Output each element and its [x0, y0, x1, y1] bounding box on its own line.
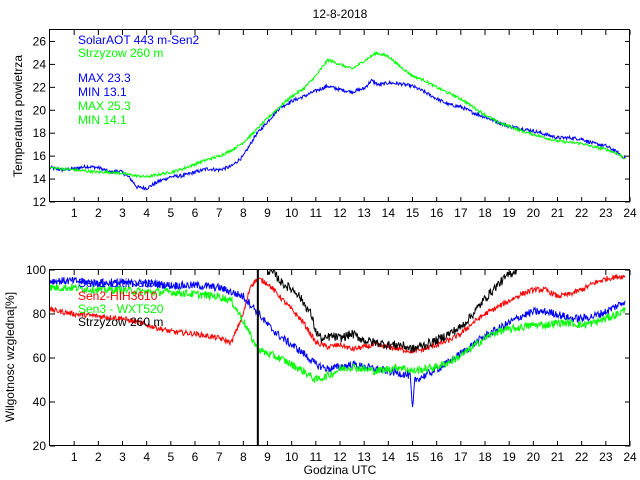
x-tick-label: 20 [527, 206, 541, 220]
temperature-series [50, 50, 626, 192]
x-tick-label: 8 [240, 450, 247, 464]
legend-entry-min-strzyzow: MIN 14.1 [78, 113, 127, 127]
x-tick-label: 23 [599, 206, 613, 220]
series-line [267, 270, 517, 353]
y-tick-label: 80 [33, 307, 47, 321]
x-tick-label: 23 [599, 450, 613, 464]
x-tick-label: 2 [95, 450, 102, 464]
x-tick-label: 19 [502, 450, 516, 464]
humidity-x-label: Godzina UTC [304, 463, 377, 477]
temperature-y-label: Temperatura powietrza [11, 55, 25, 177]
x-tick-label: 4 [143, 206, 150, 220]
temperature-x-axis: 1 2 3 4 5 6 7 8 9 10 11 12 13 14 15 16 17 18 19 20 21 22 23 24 [71, 30, 637, 220]
y-tick-label: 60 [33, 351, 47, 365]
x-tick-label: 9 [264, 450, 271, 464]
x-tick-label: 19 [502, 206, 516, 220]
legend-entry-max-strzyzow: MAX 25.3 [78, 99, 131, 113]
temperature-chart: 1 2 3 4 5 6 7 8 9 10 11 12 13 14 15 16 17 18 19 20 21 22 23 24 … [11, 29, 637, 220]
y-tick-label: 12 [33, 195, 47, 209]
y-tick-label: 40 [33, 395, 47, 409]
x-tick-label: 3 [119, 206, 126, 220]
x-tick-label: 16 [430, 206, 444, 220]
legend-entry-sen3: Sen3 - WXT520 [78, 302, 164, 316]
legend-entry-strzyzow: Strzyzow 260 m [78, 46, 163, 60]
legend-entry-min-sen2: MIN 13.1 [78, 85, 127, 99]
legend-entry-sen1: Sen1-Ultimeter [78, 276, 158, 290]
humidity-chart: 1 2 3 4 5 6 7 8 9 10 11 12 13 14 15 16 17 18 19 20 21 22 23 24 … [3, 263, 637, 477]
x-tick-label: 7 [216, 206, 223, 220]
x-tick-label: 24 [623, 450, 637, 464]
y-tick-label: 22 [33, 80, 47, 94]
x-tick-label: 21 [551, 450, 565, 464]
series-line [50, 50, 626, 179]
x-tick-label: 5 [167, 206, 174, 220]
x-tick-label: 6 [192, 206, 199, 220]
x-tick-label: 4 [143, 450, 150, 464]
x-tick-label: 15 [406, 206, 420, 220]
x-tick-label: 12 [333, 206, 347, 220]
x-tick-label: 14 [382, 206, 396, 220]
legend-entry-solaraot: SolarAOT 443 m-Sen2 [78, 33, 199, 47]
x-tick-label: 3 [119, 450, 126, 464]
legend-entry-strzyzow-rh: Strzyzow 260 m [78, 315, 163, 329]
series-line [50, 274, 626, 355]
x-tick-label: 1 [71, 450, 78, 464]
x-tick-label: 6 [192, 450, 199, 464]
x-tick-label: 18 [478, 450, 492, 464]
humidity-series [50, 270, 626, 408]
x-tick-label: 5 [167, 450, 174, 464]
series-line [50, 276, 626, 408]
temperature-legend: SolarAOT 443 m-Sen2 Strzyzow 260 m MAX 2… [78, 33, 199, 127]
temperature-y-axis: 12 14 16 18 20 22 24 26 [33, 34, 630, 209]
humidity-legend: Sen1-Ultimeter Sen2-HIH3610 Sen3 - WXT52… [78, 276, 164, 329]
x-tick-label: 8 [240, 206, 247, 220]
y-tick-label: 20 [33, 103, 47, 117]
humidity-y-axis: 20 40 60 80 100 [26, 263, 630, 453]
humidity-y-label: Wilgotnosc wzgledna[%] [3, 292, 17, 422]
x-tick-label: 14 [382, 450, 396, 464]
y-tick-label: 100 [26, 263, 46, 277]
y-tick-label: 20 [33, 439, 47, 453]
x-tick-label: 10 [285, 206, 299, 220]
x-tick-label: 2 [95, 206, 102, 220]
series-line [50, 78, 626, 192]
x-tick-label: 13 [357, 206, 371, 220]
y-tick-label: 18 [33, 126, 47, 140]
x-tick-label: 10 [285, 450, 299, 464]
figure-title: 12-8-2018 [313, 7, 368, 21]
legend-entry-sen2: Sen2-HIH3610 [78, 289, 158, 303]
x-tick-label: 17 [454, 206, 468, 220]
x-tick-label: 9 [264, 206, 271, 220]
legend-entry-max-sen2: MAX 23.3 [78, 71, 131, 85]
series-line [50, 283, 626, 383]
y-tick-label: 14 [33, 172, 47, 186]
x-tick-label: 21 [551, 206, 565, 220]
x-tick-label: 13 [357, 450, 371, 464]
x-tick-label: 17 [454, 450, 468, 464]
x-tick-label: 16 [430, 450, 444, 464]
x-tick-label: 1 [71, 206, 78, 220]
y-tick-label: 24 [33, 57, 47, 71]
x-tick-label: 22 [575, 206, 589, 220]
x-tick-label: 24 [623, 206, 637, 220]
humidity-x-axis: 1 2 3 4 5 6 7 8 9 10 11 12 13 14 15 16 17 18 19 20 21 22 23 24 [71, 270, 637, 464]
x-tick-label: 15 [406, 450, 420, 464]
x-tick-label: 22 [575, 450, 589, 464]
y-tick-label: 26 [33, 34, 47, 48]
x-tick-label: 20 [527, 450, 541, 464]
temperature-plot-area [49, 29, 630, 202]
x-tick-label: 7 [216, 450, 223, 464]
humidity-plot-area [49, 269, 630, 446]
x-tick-label: 12 [333, 450, 347, 464]
x-tick-label: 11 [310, 206, 323, 220]
x-tick-label: 18 [478, 206, 492, 220]
x-tick-label: 11 [310, 450, 323, 464]
y-tick-label: 16 [33, 149, 47, 163]
